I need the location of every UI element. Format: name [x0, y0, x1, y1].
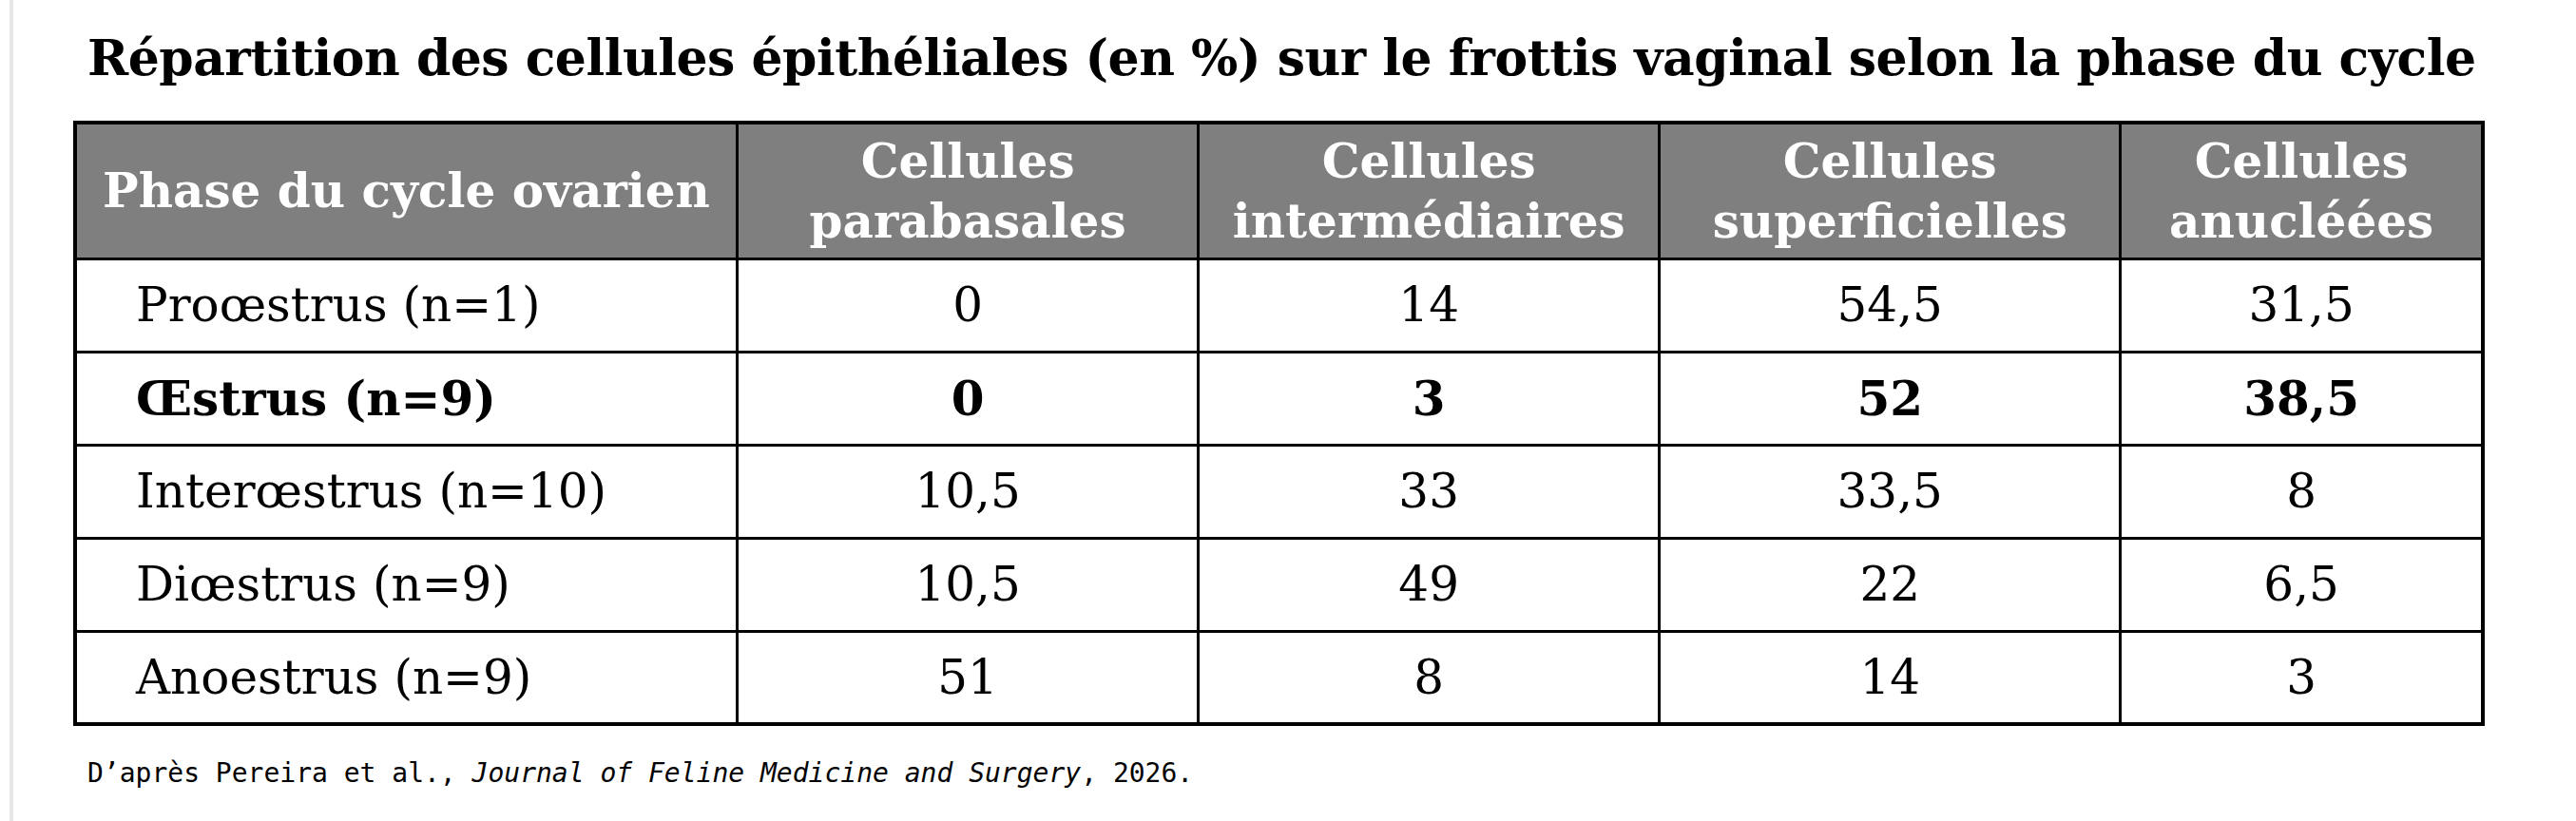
row-label: Diœstrus (n=9)	[75, 538, 738, 631]
table-cell: 51	[738, 631, 1199, 724]
page-title: Répartition des cellules épithéliales (e…	[87, 29, 2521, 86]
source-note-prefix: D’après Pereira et al.,	[87, 757, 472, 789]
table-cell: 52	[1660, 352, 2121, 445]
table-cell: 14	[1660, 631, 2121, 724]
page-edge-line	[10, 0, 13, 821]
table-cell: 10,5	[738, 445, 1199, 538]
table-cell: 22	[1660, 538, 2121, 631]
table-cell: 3	[2121, 631, 2483, 724]
table-cell: 33	[1199, 445, 1660, 538]
table-cell: 0	[738, 352, 1199, 445]
column-header-1: Cellules parabasales	[738, 123, 1199, 258]
row-label: Œstrus (n=9)	[75, 352, 738, 445]
journal-name: Journal of Feline Medicine and Surgery	[472, 757, 1082, 789]
table-cell: 10,5	[738, 538, 1199, 631]
table-cell: 8	[2121, 445, 2483, 538]
table-cell: 14	[1199, 258, 1660, 352]
table-row: Anoestrus (n=9)518143	[75, 631, 2483, 724]
table-row: Œstrus (n=9)035238,5	[75, 352, 2483, 445]
epithelial-cells-table: Phase du cycle ovarienCellules parabasal…	[73, 121, 2485, 726]
table-cell: 0	[738, 258, 1199, 352]
column-header-4: Cellules anucléées	[2121, 123, 2483, 258]
table-row: Diœstrus (n=9)10,549226,5	[75, 538, 2483, 631]
table-cell: 33,5	[1660, 445, 2121, 538]
table-row: Interœstrus (n=10)10,53333,58	[75, 445, 2483, 538]
table-cell: 49	[1199, 538, 1660, 631]
table-header-row: Phase du cycle ovarienCellules parabasal…	[75, 123, 2483, 258]
row-label: Anoestrus (n=9)	[75, 631, 738, 724]
column-header-2: Cellules intermédiaires	[1199, 123, 1660, 258]
table-cell: 54,5	[1660, 258, 2121, 352]
column-header-3: Cellules superficielles	[1660, 123, 2121, 258]
row-label: Proœstrus (n=1)	[75, 258, 738, 352]
table-cell: 38,5	[2121, 352, 2483, 445]
row-label: Interœstrus (n=10)	[75, 445, 738, 538]
source-note-suffix: , 2026.	[1081, 757, 1193, 789]
table-row: Proœstrus (n=1)01454,531,5	[75, 258, 2483, 352]
source-note: D’après Pereira et al., Journal of Felin…	[87, 757, 1193, 789]
table-cell: 3	[1199, 352, 1660, 445]
table-cell: 31,5	[2121, 258, 2483, 352]
column-header-0: Phase du cycle ovarien	[75, 123, 738, 258]
table-cell: 8	[1199, 631, 1660, 724]
table-cell: 6,5	[2121, 538, 2483, 631]
